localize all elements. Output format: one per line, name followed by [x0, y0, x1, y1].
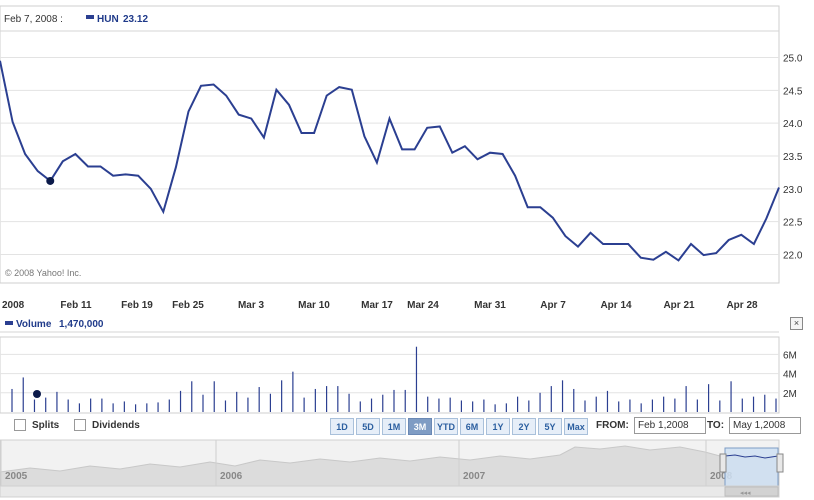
x-tick: Apr 21 — [663, 300, 695, 311]
x-tick: Feb 11 — [60, 300, 92, 311]
volume-plot-frame — [0, 336, 780, 414]
price-y-tick: 24.5 — [783, 86, 803, 97]
price-value: 23.12 — [123, 14, 148, 25]
range-selector: 1D 5D 1M 3M YTD 6M 1Y 2Y 5Y Max — [330, 418, 588, 435]
volume-value: 1,470,000 — [59, 319, 104, 330]
dividends-label: Dividends — [92, 419, 140, 431]
date-label: Feb 7, 2008 : — [4, 14, 63, 25]
splits-toggle[interactable]: Splits — [14, 416, 59, 434]
navigator-area — [0, 445, 780, 487]
navigator-selection[interactable] — [724, 447, 779, 487]
x-tick: 2008 — [2, 300, 25, 311]
navigator-right-handle[interactable] — [776, 453, 784, 473]
navigator-selection-line — [724, 454, 779, 459]
price-y-tick: 22.0 — [783, 250, 803, 261]
volume-bars — [11, 346, 777, 412]
range-button-5y[interactable]: 5Y — [538, 418, 562, 435]
range-button-ytd[interactable]: YTD — [434, 418, 458, 435]
navigator-left-handle[interactable] — [719, 453, 727, 473]
range-button-3m[interactable]: 3M — [408, 418, 432, 435]
navigator-scrollbar[interactable] — [0, 485, 780, 498]
x-tick-labels: 2008 Feb 11 Feb 19 Feb 25 Mar 3 Mar 10 Mar 17 M… — [2, 300, 758, 311]
range-button-6m[interactable]: 6M — [460, 418, 484, 435]
price-y-tick: 24.0 — [783, 119, 803, 130]
series-swatch — [86, 15, 94, 19]
scroll-grip-icon: ◂◂◂ — [740, 489, 751, 497]
splits-checkbox[interactable] — [14, 419, 26, 431]
x-tick: Mar 31 — [474, 300, 506, 311]
x-tick: Feb 25 — [172, 300, 204, 311]
x-tick: Mar 10 — [298, 300, 330, 311]
price-line-series — [0, 60, 780, 262]
x-tick: Mar 17 — [361, 300, 393, 311]
volume-label: Volume — [16, 319, 52, 330]
splits-label: Splits — [32, 419, 60, 431]
from-label: FROM: — [596, 420, 629, 431]
volume-y-tick: 4M — [783, 370, 797, 381]
volume-swatch — [5, 321, 13, 325]
x-tick: Apr 28 — [726, 300, 758, 311]
navigator-year-label: 2008 — [710, 471, 733, 482]
price-y-tick-labels: 22.0 22.5 23.0 23.5 24.0 24.5 25.0 — [783, 54, 803, 262]
x-tick: Apr 14 — [600, 300, 632, 311]
price-hover-marker — [46, 176, 55, 185]
dividends-checkbox[interactable] — [74, 419, 86, 431]
price-plot-frame — [0, 5, 780, 284]
price-y-tick: 22.5 — [783, 218, 803, 229]
price-y-tick: 23.5 — [783, 152, 803, 163]
volume-hover-marker — [33, 390, 41, 398]
price-y-tick: 23.0 — [783, 185, 803, 196]
navigator-year-labels: 2005 2006 2007 2008 — [0, 440, 733, 486]
price-y-tick: 25.0 — [783, 54, 803, 65]
navigator-year-label: 2006 — [220, 471, 243, 482]
x-tick: Feb 19 — [121, 300, 153, 311]
range-button-2y[interactable]: 2Y — [512, 418, 536, 435]
close-volume-button[interactable]: × — [790, 317, 803, 330]
from-date-input[interactable]: Feb 1,2008 — [634, 417, 706, 434]
range-button-max[interactable]: Max — [564, 418, 588, 435]
navigator-year-label: 2005 — [5, 471, 28, 482]
x-tick: Mar 3 — [238, 300, 265, 311]
range-button-1y[interactable]: 1Y — [486, 418, 510, 435]
range-button-1d[interactable]: 1D — [330, 418, 354, 435]
volume-y-tick: 6M — [783, 350, 797, 361]
range-button-1m[interactable]: 1M — [382, 418, 406, 435]
x-tick: Apr 7 — [540, 300, 566, 311]
volume-y-tick-labels: 2M 4M 6M — [783, 350, 797, 399]
price-gridlines — [0, 57, 779, 255]
ticker-label: HUN — [97, 14, 119, 25]
navigator-scroll-thumb[interactable] — [724, 486, 779, 497]
navigator-year-label: 2007 — [463, 471, 486, 482]
copyright-text: © 2008 Yahoo! Inc. — [5, 268, 81, 278]
dividends-toggle[interactable]: Dividends — [74, 416, 140, 434]
volume-y-tick: 2M — [783, 389, 797, 400]
x-tick: Mar 24 — [407, 300, 439, 311]
volume-gridlines — [0, 353, 779, 394]
to-label: TO: — [707, 420, 725, 431]
range-button-5d[interactable]: 5D — [356, 418, 380, 435]
to-date-input[interactable]: May 1,2008 — [729, 417, 801, 434]
